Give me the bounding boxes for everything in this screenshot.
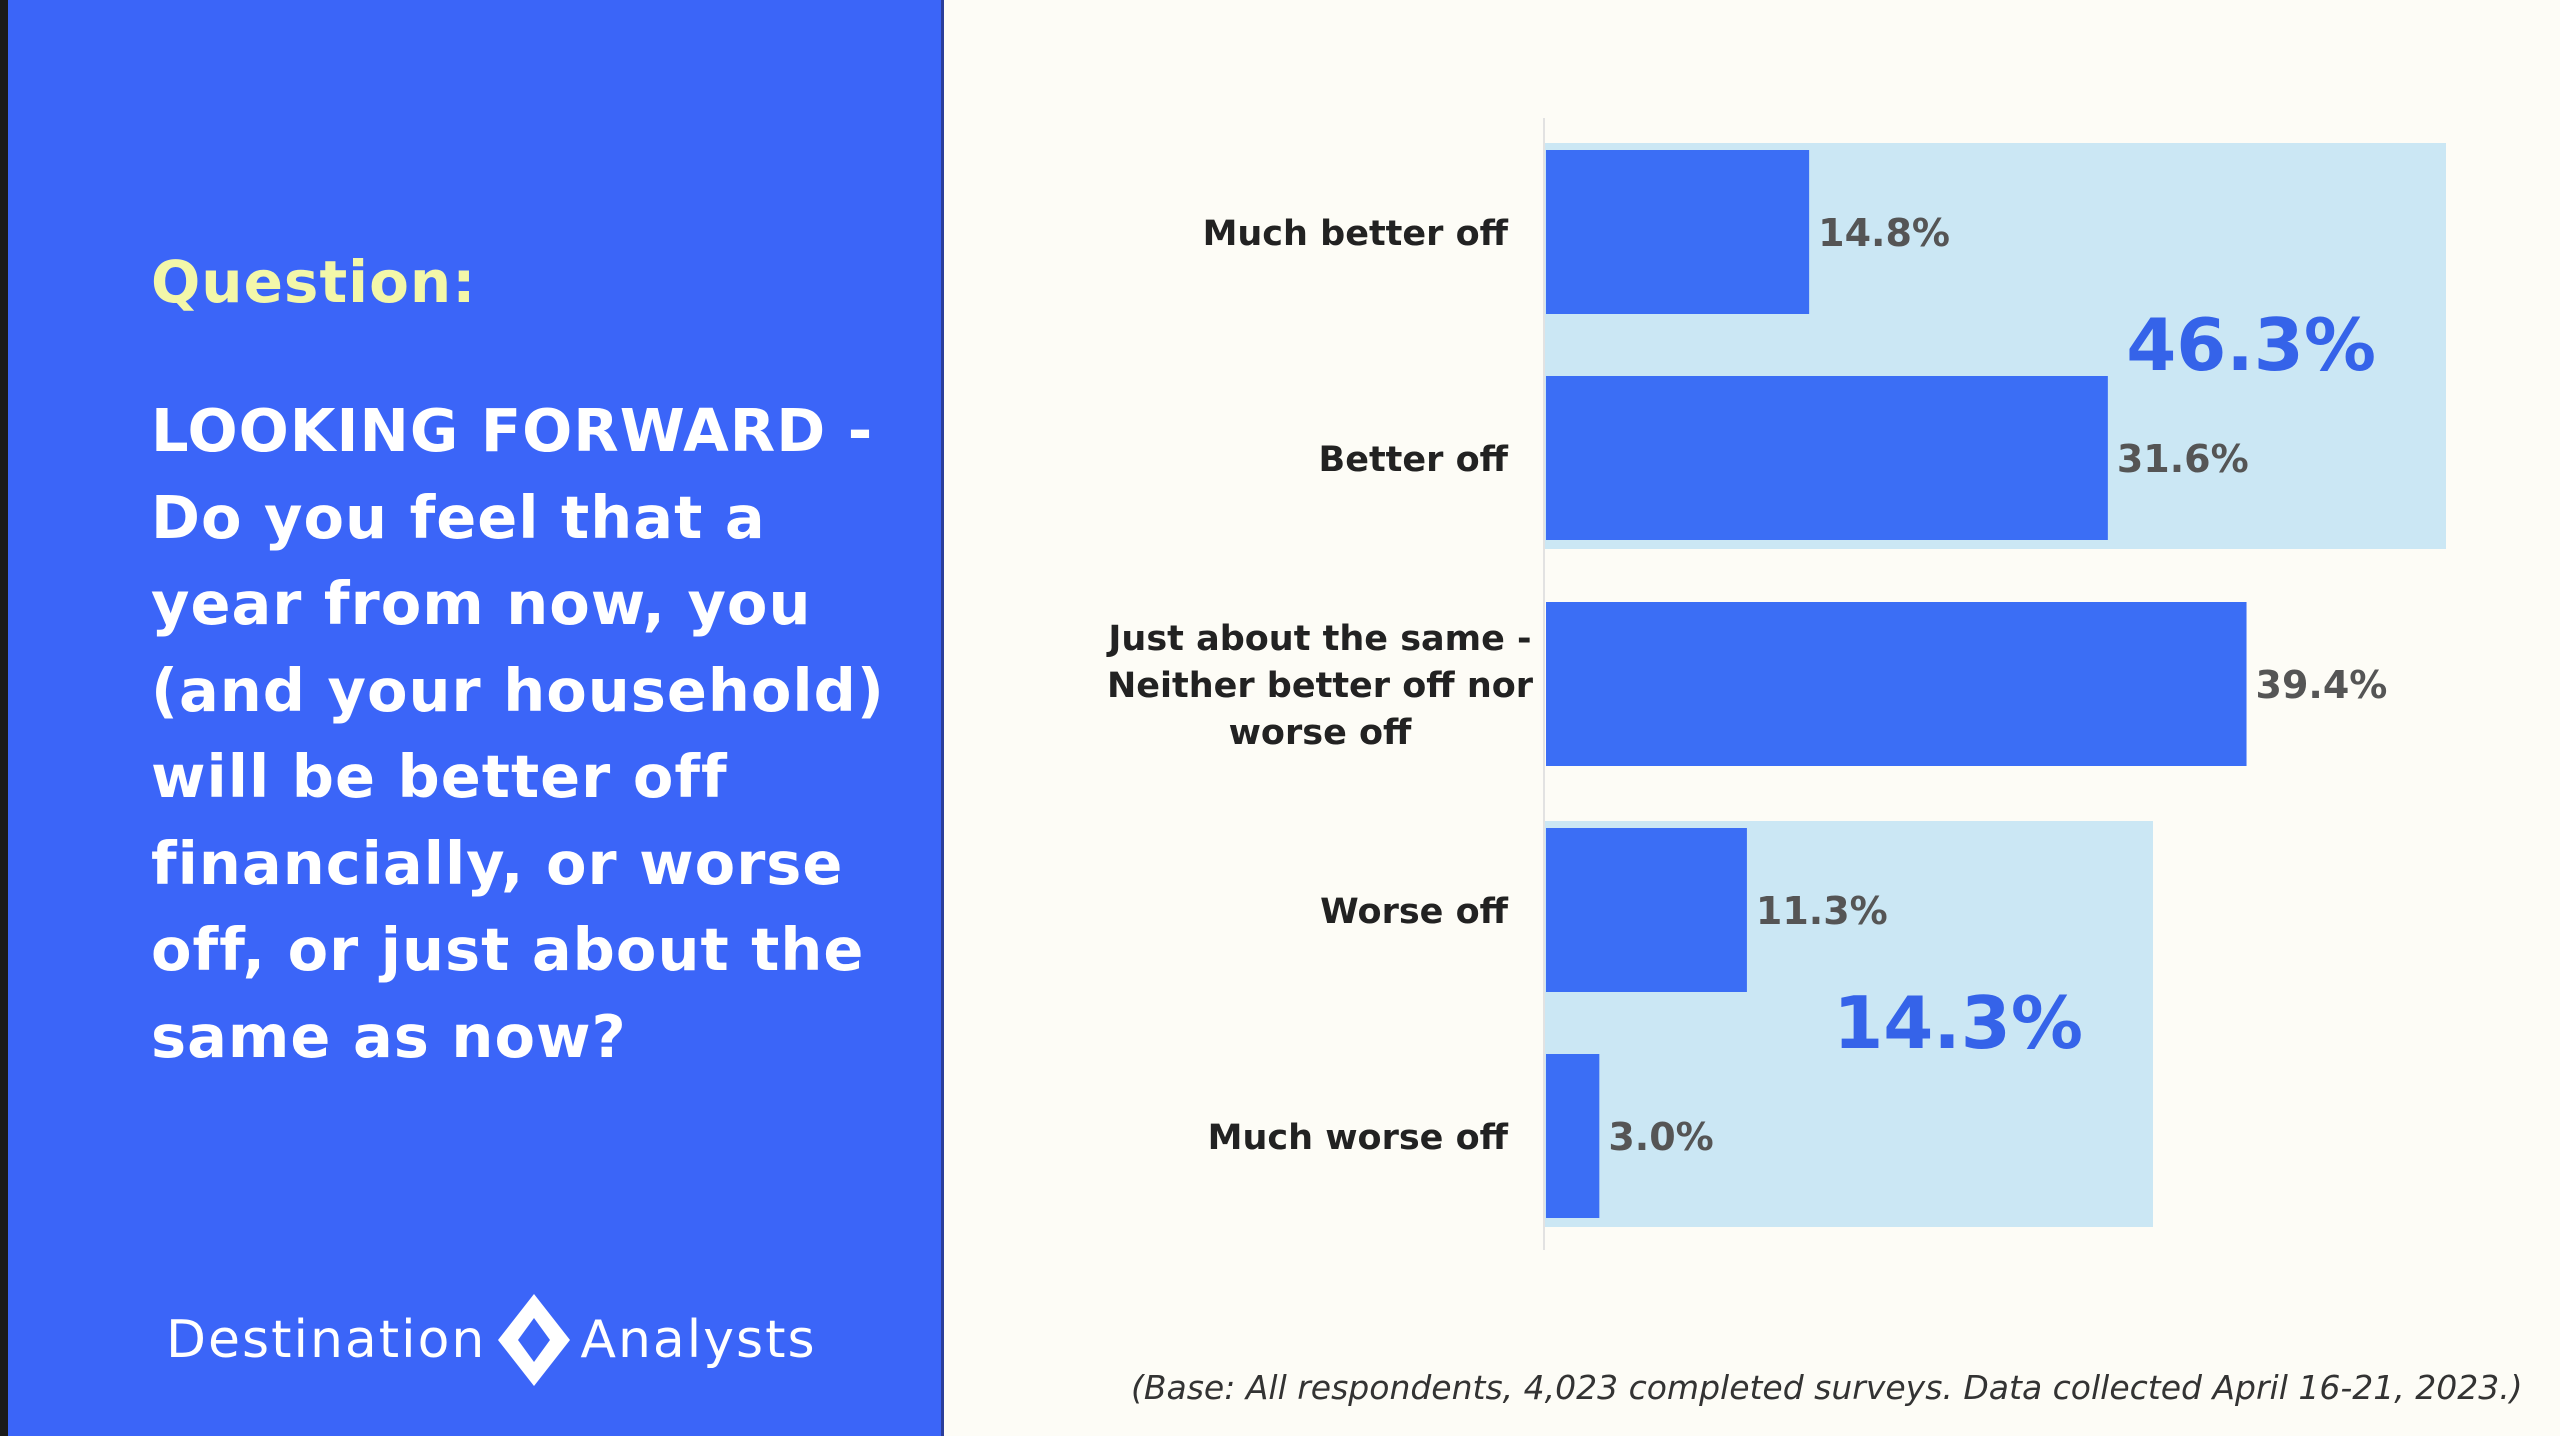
category-label-0: Much better off [1203, 214, 1509, 254]
question-panel: Question: LOOKING FORWARD - Do you feel … [0, 0, 944, 1436]
value-label-2: 39.4% [2256, 663, 2388, 707]
destination-analysts-logo: Destination Analysts [166, 1290, 817, 1390]
value-label-4: 3.0% [1608, 1115, 1713, 1159]
bar-3 [1546, 828, 1747, 992]
value-label-0: 14.8% [1818, 211, 1950, 255]
question-label: Question: [151, 248, 477, 316]
chart-canvas: 46.3% 14.3% 14.8% Much better off 31.6% Bette… [1106, 118, 2446, 1250]
bar-chart: 46.3% 14.3% 14.8% Much better off 31.6% Bette… [944, 0, 2560, 1436]
category-label-2: Just about the same -Neither better off … [1106, 619, 1533, 753]
category-label-4: Much worse off [1208, 1118, 1509, 1158]
group-total-label-0: 46.3% [2126, 303, 2376, 387]
bar-1 [1546, 376, 2108, 540]
question-text: LOOKING FORWARD - Do you feel that a yea… [151, 396, 885, 1071]
diamond-star-logo-icon [498, 1294, 571, 1386]
value-label-3: 11.3% [1756, 889, 1888, 933]
group-total-label-1: 14.3% [1833, 981, 2083, 1065]
value-label-1: 31.6% [2117, 437, 2249, 481]
logo-word-analysts: Analysts [580, 1310, 817, 1370]
bar-2 [1546, 602, 2247, 766]
category-label-1: Better off [1319, 440, 1509, 480]
bar-4 [1546, 1054, 1600, 1218]
bar-0 [1546, 150, 1810, 314]
category-label-3: Worse off [1320, 892, 1508, 932]
logo-word-destination: Destination [166, 1310, 487, 1370]
base-footnote: (Base: All respondents, 4,023 completed … [1131, 1368, 2523, 1407]
